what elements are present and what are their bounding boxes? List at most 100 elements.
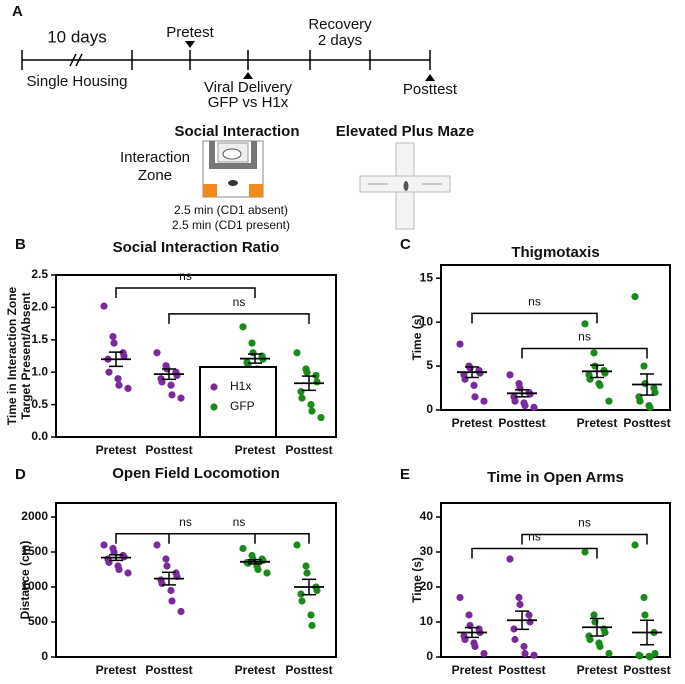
data-point	[153, 541, 161, 549]
data-point	[308, 407, 316, 415]
chart-title: Thigmotaxis	[511, 244, 599, 261]
y-tick-label: 10	[420, 314, 434, 328]
data-point	[105, 368, 113, 376]
bracket	[521, 533, 648, 545]
data-point	[506, 555, 514, 563]
bracket	[168, 533, 310, 544]
data-point	[631, 293, 639, 301]
data-point	[646, 403, 654, 411]
y-tick-label: 2000	[21, 509, 48, 523]
data-point	[100, 541, 108, 549]
x-tick-label: Pretest	[235, 663, 276, 677]
data-point	[153, 349, 161, 357]
data-point	[163, 562, 171, 570]
data-point	[640, 362, 648, 370]
pretest: Pretest	[166, 24, 214, 41]
data-point	[605, 649, 613, 658]
duration: 10 days	[47, 27, 107, 46]
data-point	[120, 352, 128, 360]
plus-maze	[359, 142, 451, 230]
data-point	[313, 378, 321, 386]
data-point	[511, 635, 519, 644]
data-point	[177, 394, 185, 402]
data-point	[110, 339, 118, 347]
data-point	[525, 611, 533, 619]
data-point	[109, 332, 117, 341]
marker	[185, 41, 195, 48]
x-tick-label: Pretest	[96, 663, 137, 677]
data-point	[465, 611, 473, 619]
data-point	[530, 651, 538, 659]
housing: Single Housing	[27, 73, 128, 90]
y-tick-label: 40	[420, 509, 434, 523]
data-point	[263, 569, 271, 577]
data-point	[168, 597, 176, 605]
y-tick-label: 1.5	[31, 332, 48, 346]
bracket	[471, 312, 598, 324]
bracket-label: ns	[233, 295, 246, 309]
legend-marker	[210, 383, 218, 391]
epm-title: Elevated Plus Maze	[336, 123, 474, 140]
x-tick-label: Pretest	[96, 443, 137, 457]
legend-box	[199, 366, 277, 438]
data-point	[303, 569, 311, 577]
x-tick-label: Pretest	[452, 416, 493, 430]
data-point	[293, 349, 301, 357]
data-point	[307, 401, 315, 409]
y-axis-label: Target Present/Absent	[19, 292, 33, 419]
arena	[202, 140, 264, 198]
data-point	[173, 371, 181, 380]
data-point	[167, 586, 175, 595]
panel-label: B	[15, 236, 26, 253]
data-point	[510, 625, 518, 633]
y-axis-label: Distance (cm)	[18, 541, 32, 620]
data-point	[254, 565, 262, 574]
y-axis-label: Time (s)	[410, 315, 424, 361]
data-point	[115, 565, 123, 574]
data-point	[114, 375, 122, 383]
data-point	[298, 597, 306, 605]
chart-title: Time in Open Arms	[487, 469, 624, 486]
bracket	[115, 287, 256, 298]
data-point	[239, 323, 247, 331]
duration-note: 2.5 min (CD1 present)	[172, 218, 290, 232]
x-tick-label: Posttest	[285, 663, 332, 677]
data-point	[471, 642, 479, 651]
plot-frame	[55, 502, 337, 658]
panel-label: A	[12, 3, 23, 20]
data-point	[641, 611, 649, 619]
data-point	[110, 548, 118, 556]
social-title: Social Interaction	[174, 123, 299, 140]
panel-label: D	[15, 466, 26, 483]
data-point	[456, 340, 464, 348]
data-point	[636, 397, 644, 405]
data-point	[297, 388, 305, 396]
marker	[425, 74, 435, 81]
y-tick-label: 0	[426, 402, 433, 416]
recovery: Recovery	[308, 16, 372, 33]
data-point	[456, 593, 464, 602]
data-point	[586, 375, 594, 383]
bracket-label: ns	[179, 269, 192, 283]
y-tick-label: 0	[41, 649, 48, 663]
y-axis-label: Time (s)	[410, 557, 424, 603]
x-tick-label: Pretest	[577, 663, 618, 677]
marker	[243, 72, 253, 79]
data-point	[596, 642, 604, 651]
plot-frame	[55, 274, 337, 438]
data-point	[586, 635, 594, 644]
y-tick-label: 1500	[21, 544, 48, 558]
plot-frame	[440, 502, 671, 658]
y-tick-label: 2.0	[31, 300, 48, 314]
y-tick-label: 0	[426, 649, 433, 663]
chart-title: Social Interaction Ratio	[113, 239, 280, 256]
data-point	[162, 555, 170, 563]
data-point	[530, 403, 538, 411]
panel-label: E	[400, 466, 410, 483]
data-point	[124, 384, 132, 392]
viral: GFP vs H1x	[208, 94, 289, 111]
y-tick-label: 0.0	[31, 429, 48, 443]
bracket	[115, 533, 256, 544]
x-tick-label: Pretest	[235, 443, 276, 457]
